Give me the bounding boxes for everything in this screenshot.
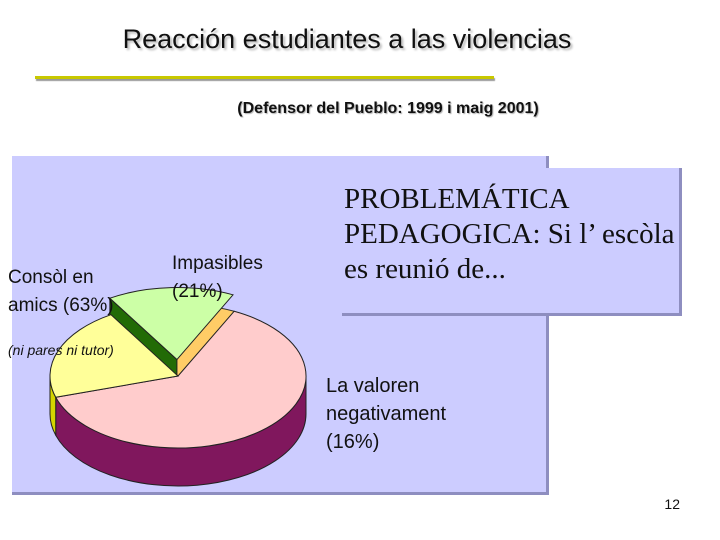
slice-label-console-en-amics: Consòl en amics (63%) — [8, 264, 168, 320]
pie-slice — [108, 287, 234, 361]
slice-label-line: La valoren — [326, 375, 420, 397]
callout-box: PROBLEMÁTICA PEDAGOGICA: Si l’ escòla es… — [342, 168, 682, 316]
slice-label-line: (16%) — [326, 431, 380, 453]
slide-subtitle: (Defensor del Pueblo: 1999 i maig 2001) — [237, 100, 539, 117]
pie-slice — [54, 310, 307, 449]
slice-label-valoren-negativament: La valoren negativament (16%) — [326, 372, 526, 456]
slice-label-line: Impasibles — [172, 253, 263, 274]
slice-label-line: negativament — [326, 403, 447, 425]
pie-slice — [49, 314, 180, 398]
page-number: 12 — [664, 496, 680, 512]
slice-label-line: amics (63%) — [8, 295, 114, 316]
slide-title: Reacción estudiantes a las violencias — [122, 24, 572, 54]
slice-note: (ni pares ni tutor) — [8, 342, 114, 358]
slice-label-line: (21%) — [172, 281, 223, 302]
slice-label-line: Consòl en — [8, 267, 94, 288]
title-underline — [35, 76, 494, 79]
slice-label-impasibles: Impasibles (21%) — [172, 250, 312, 306]
